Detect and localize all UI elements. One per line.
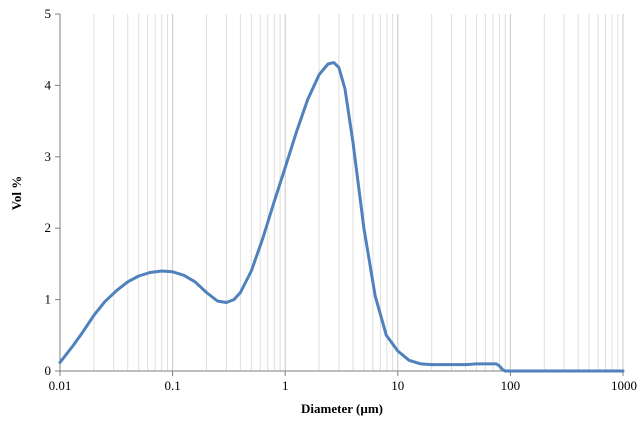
x-tick-label: 1 <box>282 378 289 393</box>
y-tick-label: 4 <box>45 77 52 92</box>
y-tick-label: 3 <box>45 149 52 164</box>
x-axis-title: Diameter (µm) <box>301 401 383 416</box>
y-tick-label: 5 <box>45 6 52 21</box>
y-tick-label: 2 <box>45 220 52 235</box>
grid <box>93 14 624 371</box>
x-tick-label: 0.1 <box>164 378 180 393</box>
x-tick-label: 1000 <box>611 378 637 393</box>
x-tick-label: 10 <box>391 378 404 393</box>
series-line <box>58 61 625 373</box>
x-tick-label: 0.01 <box>49 378 72 393</box>
y-tick-label: 0 <box>45 363 52 378</box>
y-axis-title: Vol % <box>9 176 24 211</box>
y-tick-labels: 0 1 2 3 4 5 <box>45 6 52 378</box>
y-tick-label: 1 <box>45 292 52 307</box>
y-tick-marks <box>55 13 60 372</box>
x-tick-labels: 0.01 0.1 1 10 100 1000 <box>49 378 637 393</box>
x-tick-label: 100 <box>501 378 521 393</box>
series-layer <box>58 61 625 373</box>
